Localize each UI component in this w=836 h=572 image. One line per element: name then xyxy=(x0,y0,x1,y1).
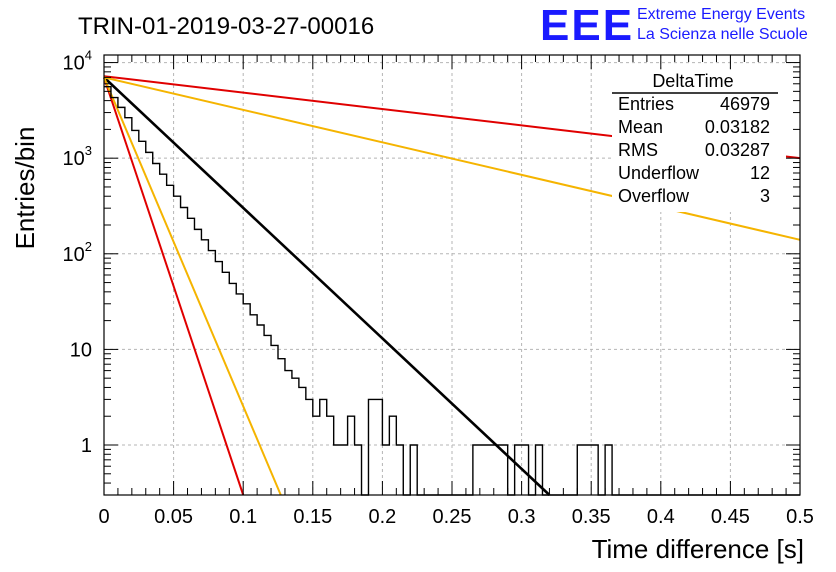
x-tick-labels: 0 0.05 0.1 0.15 0.2 0.25 0.3 0.35 0.4 0.45 0.5 xyxy=(98,506,813,528)
eee-logo: EEE Extreme Energy Events La Scienza nel… xyxy=(540,1,808,50)
y-tick-label: 102 xyxy=(63,239,92,266)
x-tick-label: 0.25 xyxy=(433,506,472,528)
logo-line2: La Scienza nelle Scuole xyxy=(637,26,808,43)
x-tick-label: 0 xyxy=(98,506,109,528)
stats-row-value: 46979 xyxy=(720,94,770,114)
y-tick-base: 10 xyxy=(63,53,85,75)
stats-row-value: 0.03182 xyxy=(705,117,770,137)
fit-line xyxy=(103,77,245,496)
y-tick-exponent: 2 xyxy=(85,239,92,254)
y-tick-exponent: 4 xyxy=(85,48,92,63)
y-tick-base: 10 xyxy=(63,148,85,170)
x-tick-label: 0.45 xyxy=(711,506,750,528)
stats-row-value: 0.03287 xyxy=(705,140,770,160)
stats-row-label: RMS xyxy=(618,140,658,160)
stats-row-label: Underflow xyxy=(618,163,700,183)
logo-line1: Extreme Energy Events xyxy=(637,6,805,23)
fit-line xyxy=(103,76,282,496)
stats-row-label: Entries xyxy=(618,94,674,114)
x-tick-label: 0.2 xyxy=(368,506,396,528)
stats-box: DeltaTime Entries 46979 Mean 0.03182 RMS 0.03… xyxy=(612,71,786,212)
x-tick-label: 0.15 xyxy=(293,506,332,528)
stats-row-label: Mean xyxy=(618,117,663,137)
stats-row-value: 12 xyxy=(750,163,770,183)
stats-row-value: 3 xyxy=(760,186,770,206)
x-tick-label: 0.5 xyxy=(786,506,814,528)
y-tick-label: 103 xyxy=(63,143,92,170)
fit-line xyxy=(103,76,551,496)
y-tick-base: 10 xyxy=(70,339,92,361)
y-axis-title: Entries/bin xyxy=(10,127,40,250)
stats-rows: Entries 46979 Mean 0.03182 RMS 0.03287Underfl… xyxy=(618,94,770,206)
y-tick-label: 10 xyxy=(70,339,92,361)
logo-mark: EEE xyxy=(540,1,634,50)
y-tick-base: 1 xyxy=(81,435,92,457)
y-tick-exponent: 3 xyxy=(85,143,92,158)
x-tick-label: 0.3 xyxy=(508,506,536,528)
y-tick-base: 10 xyxy=(63,244,85,266)
x-axis-title: Time difference [s] xyxy=(592,534,804,564)
axis-ticks xyxy=(103,55,801,496)
stats-title: DeltaTime xyxy=(652,71,733,91)
y-tick-label: 104 xyxy=(63,48,92,75)
x-tick-label: 0.05 xyxy=(154,506,193,528)
chart-title: TRIN-01-2019-03-27-00016 xyxy=(78,13,374,40)
x-tick-label: 0.1 xyxy=(229,506,257,528)
y-tick-label: 1 xyxy=(81,435,92,457)
x-tick-label: 0.4 xyxy=(647,506,675,528)
stats-box-frame xyxy=(612,72,786,212)
x-tick-label: 0.35 xyxy=(572,506,611,528)
fit-line xyxy=(103,76,801,241)
stats-row-label: Overflow xyxy=(618,186,690,206)
